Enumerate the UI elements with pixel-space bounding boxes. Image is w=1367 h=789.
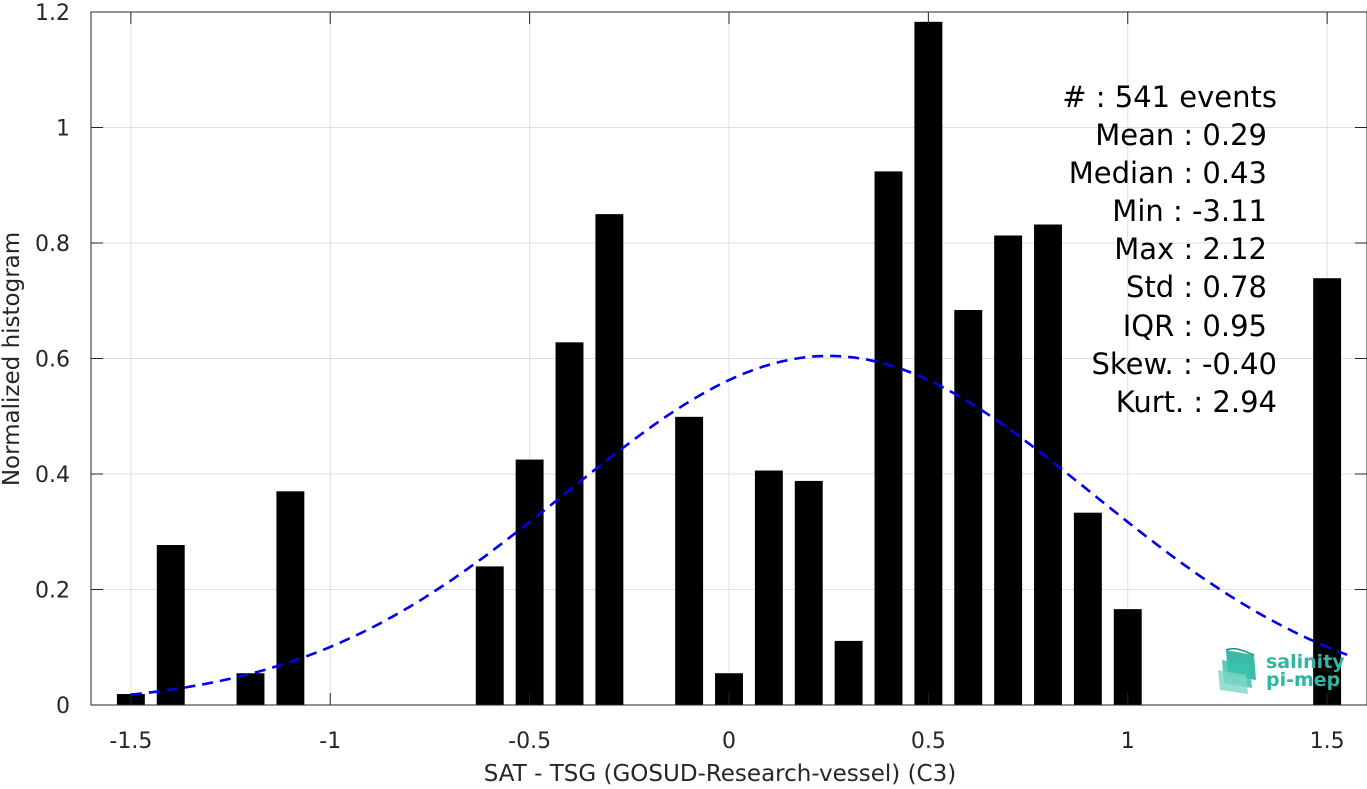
stats-box: # : 541 events Mean : 0.29 Median : 0.43… [1062,80,1277,419]
x-axis-title: SAT - TSG (GOSUD-Research-vessel) (C3) [484,761,956,785]
y-tick-label: 0.2 [35,579,70,604]
stats-kurt: Kurt. : 2.94 [1116,385,1277,419]
y-tick-label: 0 [56,694,70,719]
histogram-bar [475,566,504,705]
x-tick-label: 1 [1121,729,1135,754]
histogram-bar [276,491,305,705]
y-tick-label: 1.2 [35,1,70,26]
stats-max: Max : 2.12 [1114,232,1267,266]
histogram-bar [874,171,903,705]
logo-line1: salinity [1266,651,1345,673]
histogram-bar [515,459,544,705]
stats-skew: Skew. : -0.40 [1091,347,1277,381]
histogram-bar [794,480,823,705]
histogram-bar [555,342,584,705]
x-tick-label: -1 [319,729,341,754]
histogram-bar [1313,278,1342,705]
x-tick-label: 0.5 [911,729,946,754]
stats-iqr: IQR : 0.95 [1123,309,1267,343]
x-tick-label: 0 [722,729,736,754]
stats-min: Min : -3.11 [1112,194,1267,228]
y-tick-label: 1 [56,117,70,142]
histogram-bar [1113,609,1142,705]
histogram-bar [954,309,983,705]
stats-median: Median : 0.43 [1069,156,1267,190]
histogram-bar [1073,512,1102,705]
axis-ticks [91,11,1367,706]
histogram-bar [236,673,265,705]
x-tick-labels: -1.5 -1 -0.5 0 0.5 1 1.5 [109,729,1344,754]
gaussian-fit-curve [130,354,1348,696]
histogram-bar [994,235,1023,705]
y-tick-label: 0.6 [35,348,70,373]
x-tick-label: 1.5 [1310,729,1345,754]
y-axis-title: Normalized histogram [0,232,25,486]
histogram-bar [156,545,185,705]
histogram-bar [675,416,704,705]
stats-mean: Mean : 0.29 [1095,118,1267,152]
y-tick-label: 0.4 [35,463,70,488]
x-tick-label: -1.5 [109,729,152,754]
stats-std: Std : 0.78 [1126,270,1267,304]
histogram-bar [834,640,863,705]
salinity-pi-mep-logo: salinity pi-mep [1218,647,1345,694]
x-tick-label: -0.5 [508,729,551,754]
logo-line2: pi-mep [1266,669,1340,691]
histogram-bar [754,470,783,705]
histogram-bars [116,21,1342,705]
wave-logo-icon [1218,647,1256,694]
histogram-bar [914,21,943,705]
stats-count: # : 541 events [1062,80,1277,114]
y-tick-labels: 0 0.2 0.4 0.6 0.8 1 1.2 [35,1,70,719]
y-tick-label: 0.8 [35,232,70,257]
